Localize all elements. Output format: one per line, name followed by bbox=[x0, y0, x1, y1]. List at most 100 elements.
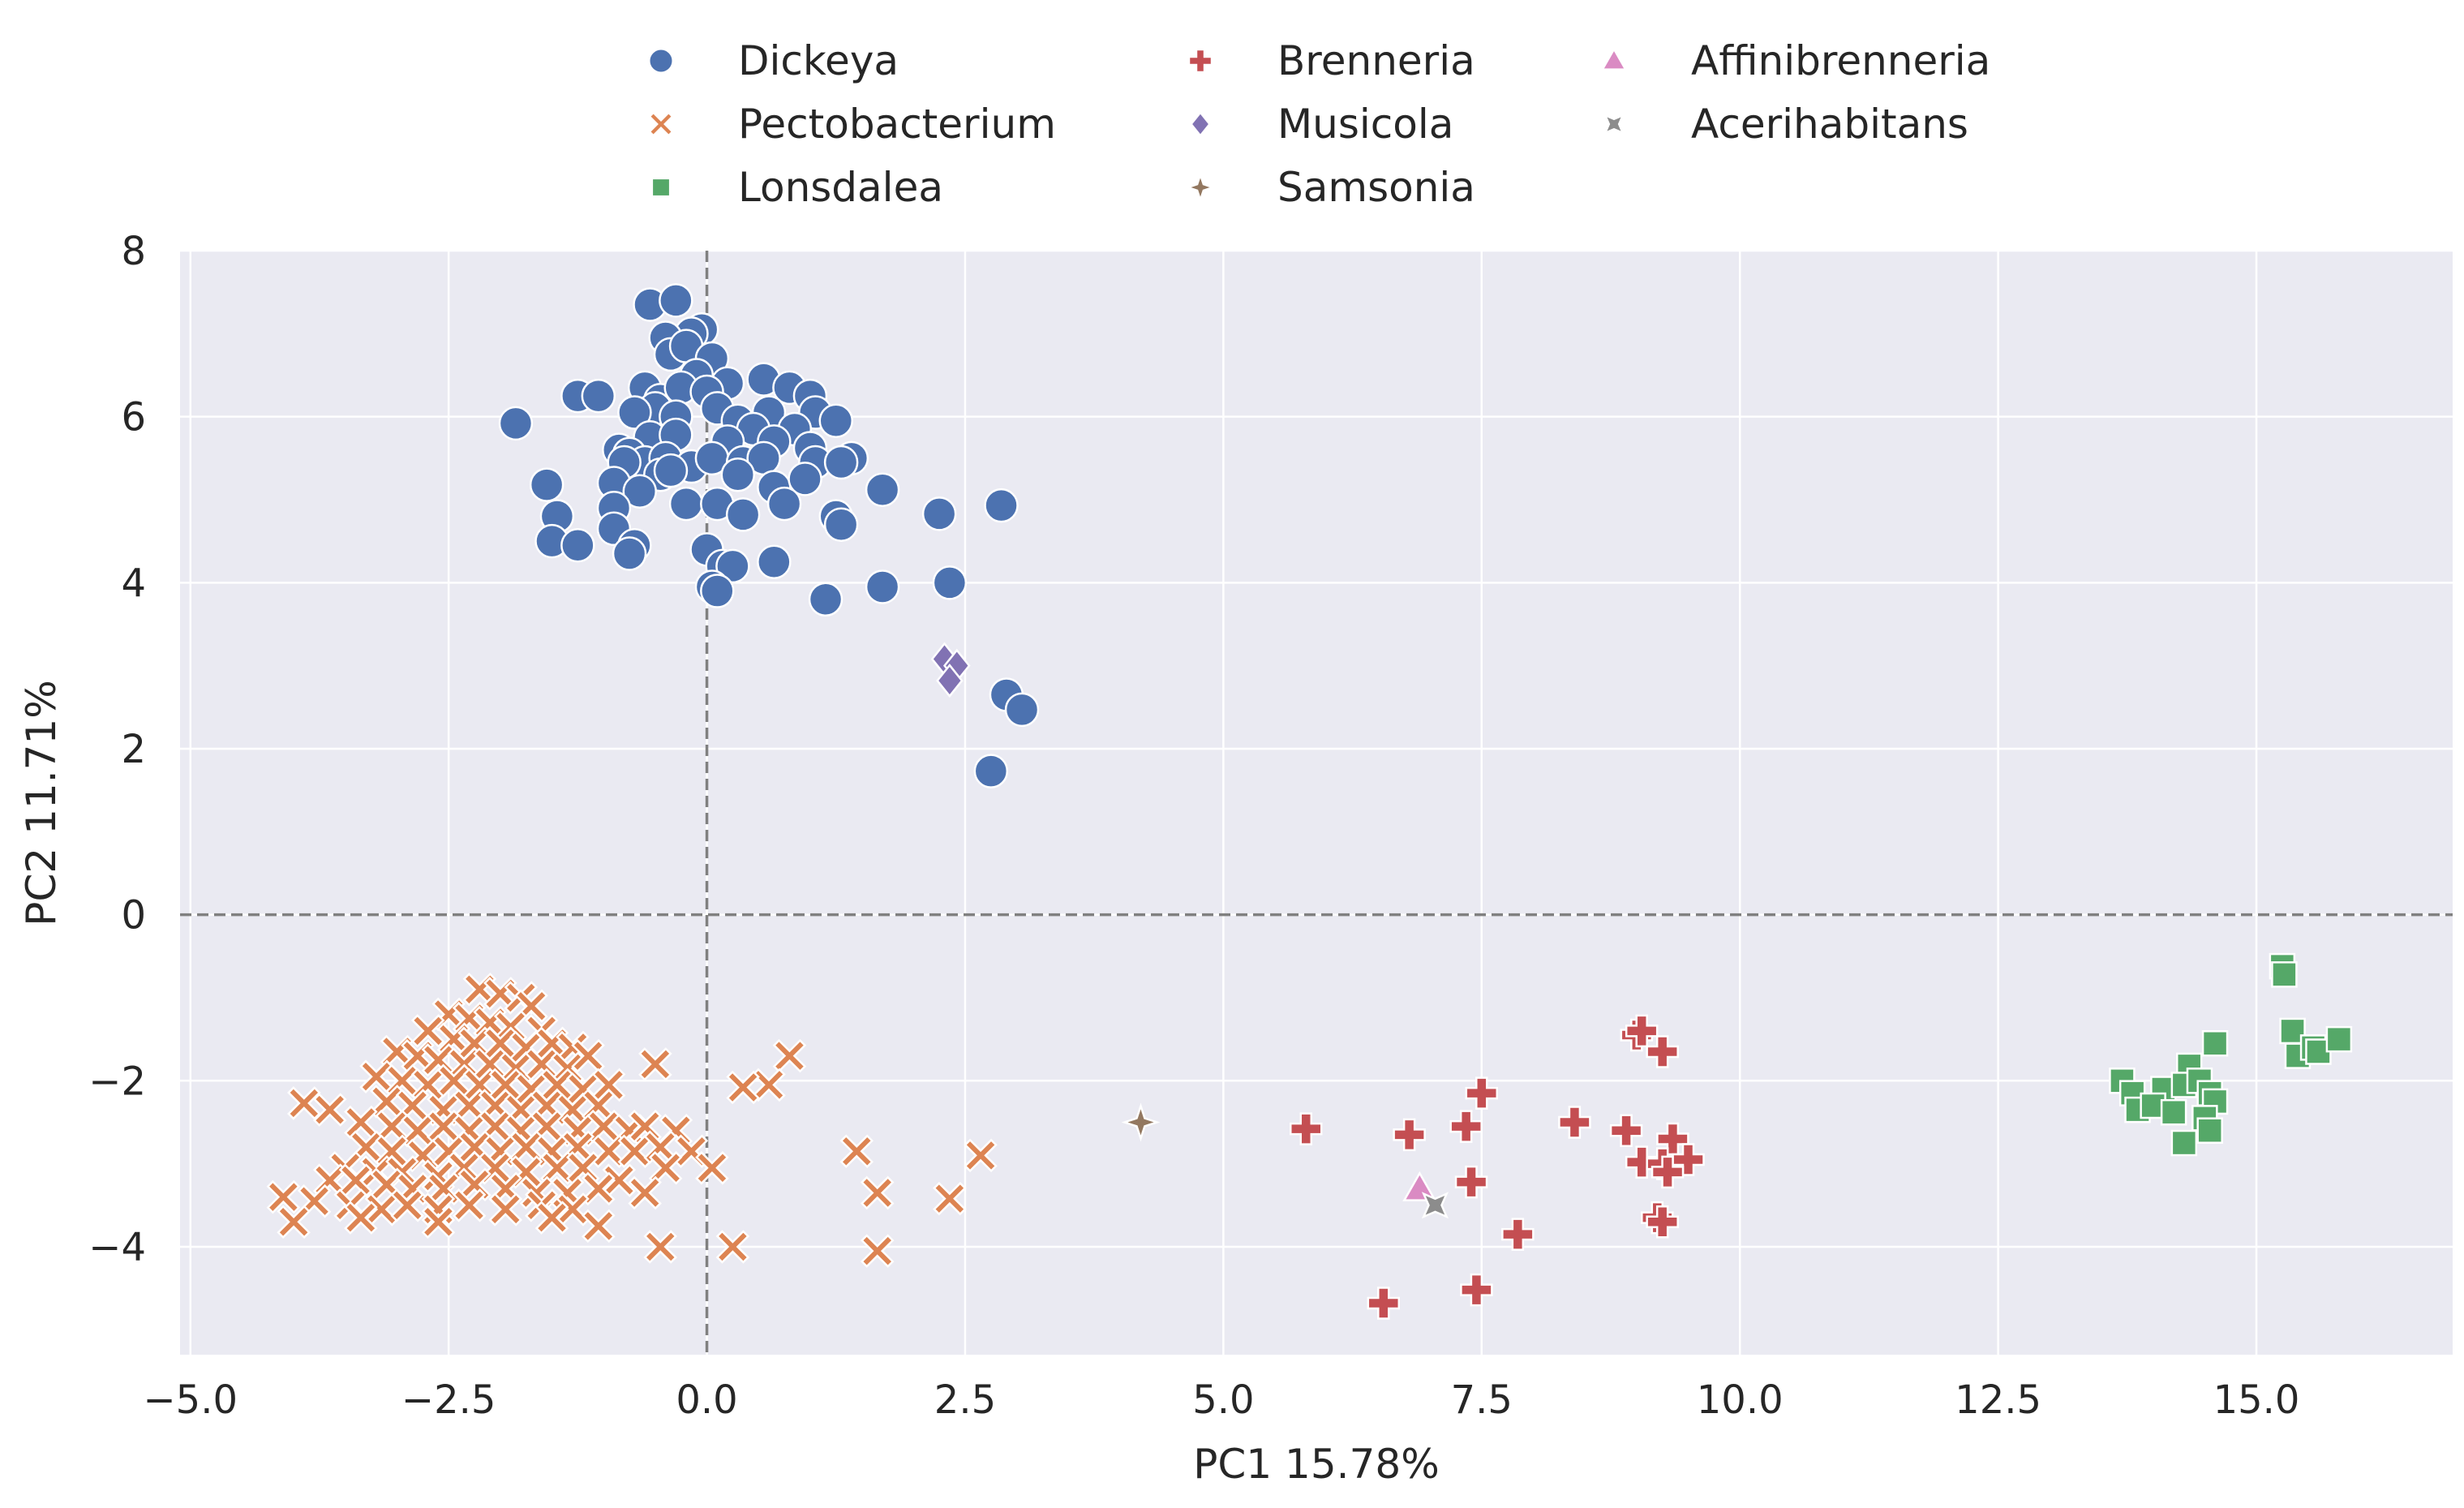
y-tick-label: 8 bbox=[121, 229, 146, 274]
point-brenneria bbox=[1465, 1076, 1499, 1110]
point-brenneria bbox=[1367, 1287, 1401, 1320]
point-pectobacterium bbox=[643, 1230, 678, 1264]
point-pectobacterium bbox=[287, 1086, 321, 1120]
point-dickeya bbox=[715, 548, 750, 584]
point-pectobacterium bbox=[591, 1134, 626, 1169]
series-affinibrenneria bbox=[1402, 1171, 1437, 1201]
point-pectobacterium bbox=[390, 1188, 424, 1222]
x-tick-label: 0.0 bbox=[676, 1377, 737, 1423]
point-musicola bbox=[936, 664, 964, 698]
x-tick-label: 10.0 bbox=[1697, 1377, 1784, 1423]
series-musicola bbox=[930, 642, 971, 698]
series-pectobacterium bbox=[266, 972, 998, 1268]
legend-marker-brenneria bbox=[1188, 49, 1213, 73]
point-pectobacterium bbox=[582, 1209, 616, 1244]
point-brenneria bbox=[1646, 1205, 1679, 1239]
point-dickeya bbox=[668, 486, 704, 522]
point-pectobacterium bbox=[752, 1068, 786, 1102]
point-lonsdalea bbox=[2201, 1030, 2229, 1057]
point-pectobacterium bbox=[726, 1070, 760, 1105]
point-dickeya bbox=[788, 462, 822, 496]
point-dickeya bbox=[865, 472, 900, 507]
point-affinibrenneria bbox=[1402, 1171, 1437, 1201]
point-brenneria bbox=[1651, 1155, 1685, 1189]
point-brenneria bbox=[1454, 1165, 1488, 1199]
x-tick-labels: −5.0 −2.5 0.0 2.5 5.0 7.5 10.0 12.5 15.0 bbox=[143, 1377, 2299, 1423]
point-pectobacterium bbox=[964, 1138, 998, 1173]
point-pectobacterium bbox=[860, 1234, 895, 1268]
point-lonsdalea bbox=[2170, 1129, 2198, 1157]
legend-item-dickeya: Dickeya bbox=[648, 37, 899, 84]
point-pectobacterium bbox=[628, 1175, 662, 1210]
point-dickeya bbox=[932, 565, 968, 600]
point-pectobacterium bbox=[266, 1179, 301, 1214]
point-lonsdalea bbox=[2271, 961, 2298, 988]
series-brenneria bbox=[1290, 1014, 1705, 1320]
point-samsonia bbox=[1121, 1102, 1161, 1142]
y-axis-label: PC2 11.71% bbox=[18, 680, 65, 926]
point-brenneria bbox=[1460, 1273, 1493, 1307]
point-dickeya bbox=[973, 754, 1009, 788]
legend-marker-samsonia bbox=[1186, 173, 1215, 202]
point-pectobacterium bbox=[488, 1192, 522, 1227]
point-acerihabitans bbox=[1421, 1192, 1449, 1219]
point-lonsdalea bbox=[2196, 1117, 2223, 1144]
y-tick-label: −2 bbox=[88, 1059, 146, 1104]
point-pectobacterium bbox=[540, 1150, 574, 1185]
point-pectobacterium bbox=[860, 1175, 895, 1210]
y-tick-label: 2 bbox=[121, 727, 146, 772]
point-brenneria bbox=[1625, 1145, 1659, 1179]
point-brenneria bbox=[1672, 1143, 1705, 1176]
point-dickeya bbox=[823, 445, 859, 480]
point-brenneria bbox=[1449, 1110, 1483, 1143]
series-dickeya bbox=[498, 283, 1040, 788]
point-dickeya bbox=[808, 582, 844, 617]
point-pectobacterium bbox=[695, 1150, 729, 1185]
point-pectobacterium bbox=[933, 1181, 967, 1216]
point-dickeya bbox=[725, 497, 761, 532]
point-pectobacterium bbox=[312, 1093, 347, 1127]
x-tick-label: 7.5 bbox=[1451, 1377, 1513, 1423]
legend-item-brenneria: Brenneria bbox=[1188, 37, 1475, 84]
point-lonsdalea bbox=[2160, 1098, 2187, 1126]
legend-label: Acerihabitans bbox=[1691, 101, 1968, 148]
point-pectobacterium bbox=[715, 1230, 750, 1264]
point-dickeya bbox=[659, 283, 693, 318]
legend-label: Affinibrenneria bbox=[1691, 37, 1990, 84]
legend-item-samsonia: Samsonia bbox=[1186, 164, 1475, 211]
legend-label: Samsonia bbox=[1277, 164, 1475, 211]
legend-item-lonsdalea: Lonsdalea bbox=[651, 164, 943, 211]
point-brenneria bbox=[1558, 1106, 1591, 1139]
legend-marker-acerihabitans bbox=[1604, 114, 1624, 134]
legend-label: Pectobacterium bbox=[738, 101, 1056, 148]
point-pectobacterium bbox=[638, 1047, 672, 1081]
y-tick-label: 4 bbox=[121, 561, 146, 606]
point-pectobacterium bbox=[648, 1150, 683, 1185]
point-brenneria bbox=[1393, 1118, 1426, 1152]
point-lonsdalea bbox=[2325, 1025, 2353, 1053]
series-acerihabitans bbox=[1421, 1192, 1449, 1219]
point-dickeya bbox=[622, 474, 658, 509]
point-dickeya bbox=[581, 378, 616, 414]
legend-label: Musicola bbox=[1277, 101, 1453, 148]
point-pectobacterium bbox=[344, 1201, 378, 1235]
point-pectobacterium bbox=[534, 1201, 569, 1235]
point-dickeya bbox=[653, 453, 689, 488]
point-dickeya bbox=[720, 458, 756, 492]
x-tick-label: −5.0 bbox=[143, 1377, 238, 1423]
y-tick-labels: 8 6 4 2 0 −2 −4 bbox=[88, 229, 146, 1270]
point-dickeya bbox=[818, 403, 854, 439]
point-pectobacterium bbox=[602, 1163, 637, 1197]
point-pectobacterium bbox=[839, 1134, 874, 1169]
x-tick-label: 5.0 bbox=[1192, 1377, 1254, 1423]
point-dickeya bbox=[498, 406, 534, 441]
point-pectobacterium bbox=[421, 1205, 456, 1239]
point-dickeya bbox=[560, 528, 595, 563]
x-axis-label: PC1 15.78% bbox=[1193, 1441, 1439, 1488]
point-dickeya bbox=[757, 544, 792, 579]
legend-marker-dickeya bbox=[648, 48, 674, 74]
legend-label: Brenneria bbox=[1277, 37, 1475, 84]
series-lonsdalea bbox=[2109, 952, 2353, 1157]
point-pectobacterium bbox=[452, 1188, 487, 1222]
